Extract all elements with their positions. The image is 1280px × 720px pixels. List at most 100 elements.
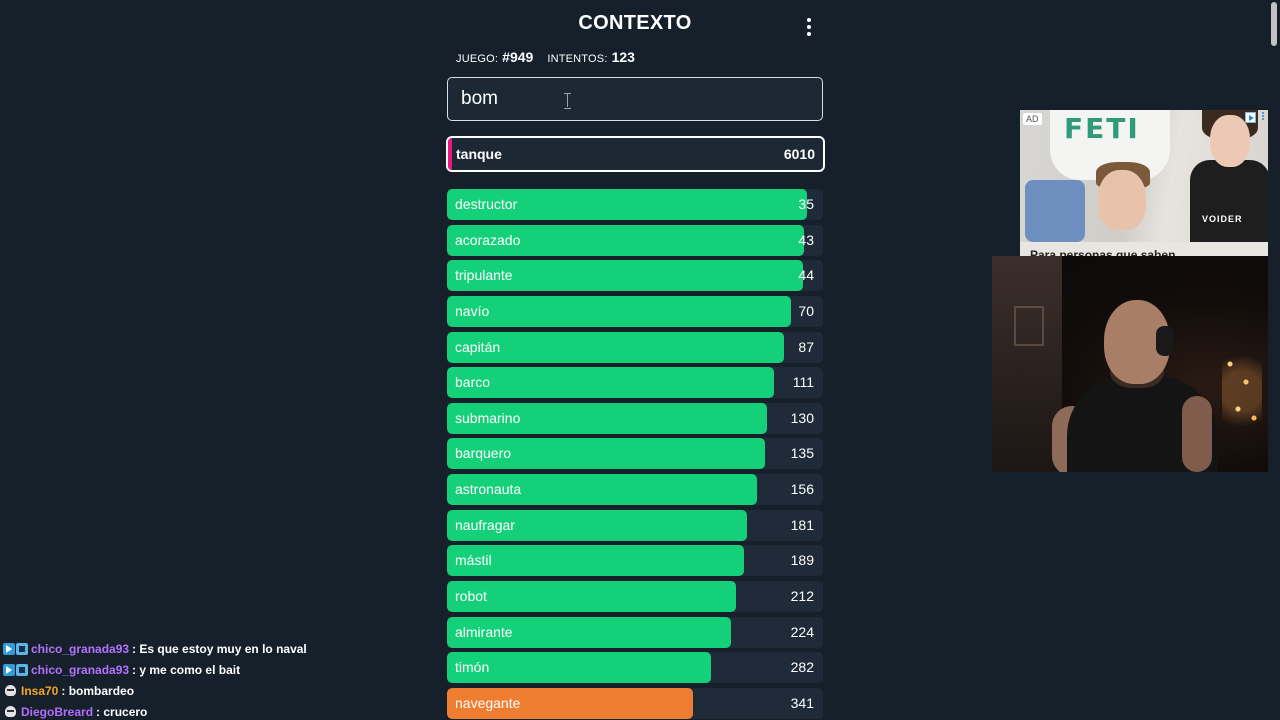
guess-word: capitán xyxy=(455,338,501,355)
guess-proximity-bar xyxy=(447,438,766,470)
game-stats: JUEGO: #949 INTENTOS: 123 xyxy=(456,49,635,65)
skull-badge-icon xyxy=(5,706,16,717)
guess-word: almirante xyxy=(455,623,513,640)
guess-proximity-bar xyxy=(447,402,767,434)
guess-word: barco xyxy=(455,374,491,391)
adchoices-icon[interactable] xyxy=(1245,112,1256,123)
chat-badges xyxy=(3,642,28,655)
guess-input[interactable] xyxy=(447,77,823,121)
guess-row: astronauta 156 xyxy=(447,474,823,506)
attempts-count: 123 xyxy=(611,49,635,65)
chat-badges xyxy=(3,685,18,696)
guess-word: timón xyxy=(455,659,490,676)
game-number-label: JUEGO: xyxy=(456,53,499,65)
chat-message: Insa70: bombardeo xyxy=(3,680,423,701)
chat-message: chico_granada93: y me como el bait xyxy=(3,659,423,680)
chat-username[interactable]: DiegoBreard xyxy=(21,704,94,719)
guess-rank: 341 xyxy=(790,694,814,711)
guess-row: acorazado 43 xyxy=(447,224,823,256)
guess-proximity-bar xyxy=(447,581,736,613)
guess-row: barco 111 xyxy=(447,367,823,399)
guess-proximity-bar xyxy=(447,652,711,684)
guess-proximity-bar xyxy=(447,616,731,648)
guess-rank: 135 xyxy=(790,445,814,462)
sub-badge-icon xyxy=(16,663,28,676)
guess-row: mástil 189 xyxy=(447,545,823,577)
guess-proximity-bar xyxy=(447,687,693,719)
guess-list: destructor 35 acorazado 43 tripulante 44 navío… xyxy=(447,189,823,720)
guess-proximity-bar xyxy=(447,295,792,327)
guess-proximity-bar xyxy=(447,224,804,256)
chat-message: DiegoBreard: crucero xyxy=(3,701,423,720)
guess-row: navegante 341 xyxy=(447,687,823,719)
chat-text: : bombardeo xyxy=(61,683,135,698)
ad-shirt-text: VOIDER xyxy=(1202,214,1243,224)
guess-row: navío 70 xyxy=(447,295,823,327)
webcam-overlay xyxy=(992,256,1280,472)
guess-rank: 282 xyxy=(790,659,814,676)
skull-badge-icon xyxy=(5,685,16,696)
guess-rank: 43 xyxy=(798,231,814,248)
guess-rank: 212 xyxy=(790,588,814,605)
last-guess-accent xyxy=(448,138,452,170)
guess-row: tripulante 44 xyxy=(447,260,823,292)
chat-username[interactable]: chico_granada93 xyxy=(31,641,130,656)
guess-word: barquero xyxy=(455,445,512,462)
chat-username[interactable]: Insa70 xyxy=(21,683,59,698)
guess-rank: 189 xyxy=(790,552,814,569)
ad-menu-icon[interactable] xyxy=(1259,112,1267,123)
guess-rank: 70 xyxy=(798,302,814,319)
guess-word: destructor xyxy=(455,196,518,212)
guess-row: robot 212 xyxy=(447,581,823,613)
guess-rank: 44 xyxy=(798,267,814,284)
guess-row: barquero 135 xyxy=(447,438,823,470)
more-options-icon[interactable] xyxy=(799,14,819,40)
guess-row: almirante 224 xyxy=(447,616,823,648)
chat-badges xyxy=(3,663,28,676)
chat-username[interactable]: chico_granada93 xyxy=(31,662,130,677)
advertisement[interactable]: FETI VOIDER AD Para personas que saben xyxy=(1020,110,1270,256)
guess-word: submarino xyxy=(455,409,521,426)
guess-proximity-bar xyxy=(447,367,775,399)
last-guess-rank: 6010 xyxy=(783,146,815,162)
scrollbar-thumb[interactable] xyxy=(1271,2,1277,46)
guess-word: astronauta xyxy=(455,481,522,498)
guess-word: mástil xyxy=(455,552,492,569)
chat-badges xyxy=(3,706,18,717)
guess-rank: 130 xyxy=(790,409,814,426)
guess-row: capitán 87 xyxy=(447,331,823,363)
guess-rank: 156 xyxy=(790,481,814,498)
guess-rank: 181 xyxy=(790,516,814,533)
guess-proximity-bar xyxy=(447,331,784,363)
guess-word: navegante xyxy=(455,694,521,711)
last-guess-row: tanque 6010 xyxy=(446,136,825,172)
ad-caption[interactable]: Para personas que saben xyxy=(1030,248,1176,256)
guess-proximity-bar xyxy=(447,545,745,577)
stream-chat: chico_granada93: Es que estoy muy en lo … xyxy=(3,638,423,720)
guess-row: naufragar 181 xyxy=(447,509,823,541)
chat-text: : Es que estoy muy en lo naval xyxy=(132,641,307,656)
ad-brand-mark: FETI xyxy=(1064,112,1140,145)
guess-row: timón 282 xyxy=(447,652,823,684)
sub-badge-icon xyxy=(16,642,28,655)
guess-rank: 87 xyxy=(798,338,814,355)
guess-word: navío xyxy=(455,302,490,319)
last-guess-word: tanque xyxy=(456,146,502,162)
attempts-label: INTENTOS: xyxy=(547,53,608,65)
chat-message: chico_granada93: Es que estoy muy en lo … xyxy=(3,638,423,659)
game-title: CONTEXTO xyxy=(578,12,692,34)
guess-word: naufragar xyxy=(455,516,515,533)
guess-row: submarino 130 xyxy=(447,402,823,434)
chat-text: : y me como el bait xyxy=(132,662,241,677)
ad-image[interactable]: FETI VOIDER xyxy=(1020,110,1270,242)
prime-badge-icon xyxy=(3,663,15,676)
guess-row: destructor 35 xyxy=(447,189,823,220)
guess-proximity-bar xyxy=(447,509,748,541)
ad-badge: AD xyxy=(1023,113,1042,125)
guess-word: robot xyxy=(455,588,487,605)
page-scrollbar[interactable] xyxy=(1268,0,1280,720)
guess-rank: 224 xyxy=(790,623,814,640)
prime-badge-icon xyxy=(3,642,15,655)
guess-rank: 35 xyxy=(798,196,814,212)
